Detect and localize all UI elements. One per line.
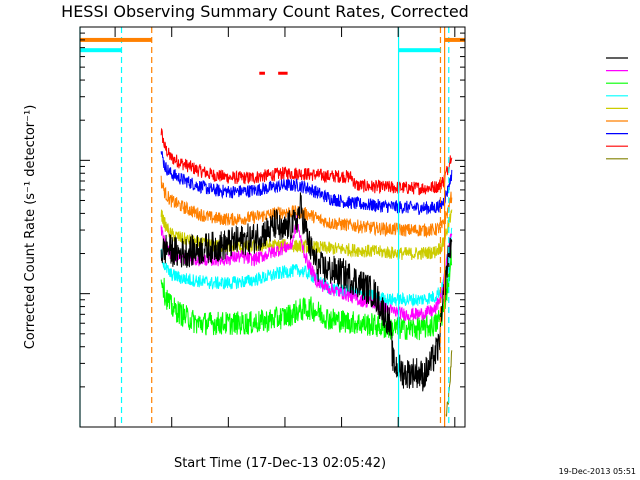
series-line-0 <box>160 192 453 392</box>
overlay-layer <box>79 27 465 427</box>
status-bar-2 <box>444 37 465 42</box>
status-bar-3 <box>398 48 441 53</box>
series-line-4 <box>160 209 453 261</box>
status-bar-0 <box>80 37 152 42</box>
axes-layer <box>79 26 466 428</box>
series-line-6 <box>160 151 453 216</box>
legend <box>606 57 628 160</box>
flare-segment-0 <box>259 71 265 75</box>
status-bar-1 <box>80 48 122 53</box>
y-axis-label: Corrected Count Rate (s⁻¹ detector⁻¹) <box>23 105 38 350</box>
plot-frame <box>79 26 466 428</box>
x-axis-label: Start Time (17-Dec-13 02:05:42) <box>174 456 386 471</box>
series-layer <box>160 127 453 417</box>
render-timestamp: 19-Dec-2013 05:51 <box>559 467 636 476</box>
series-line-3 <box>160 227 453 307</box>
series-line-7 <box>160 127 453 196</box>
series-line-5 <box>160 175 453 239</box>
chart-title: HESSI Observing Summary Count Rates, Cor… <box>61 2 469 21</box>
series-line-2 <box>160 249 453 341</box>
flare-segment-1 <box>278 71 288 75</box>
